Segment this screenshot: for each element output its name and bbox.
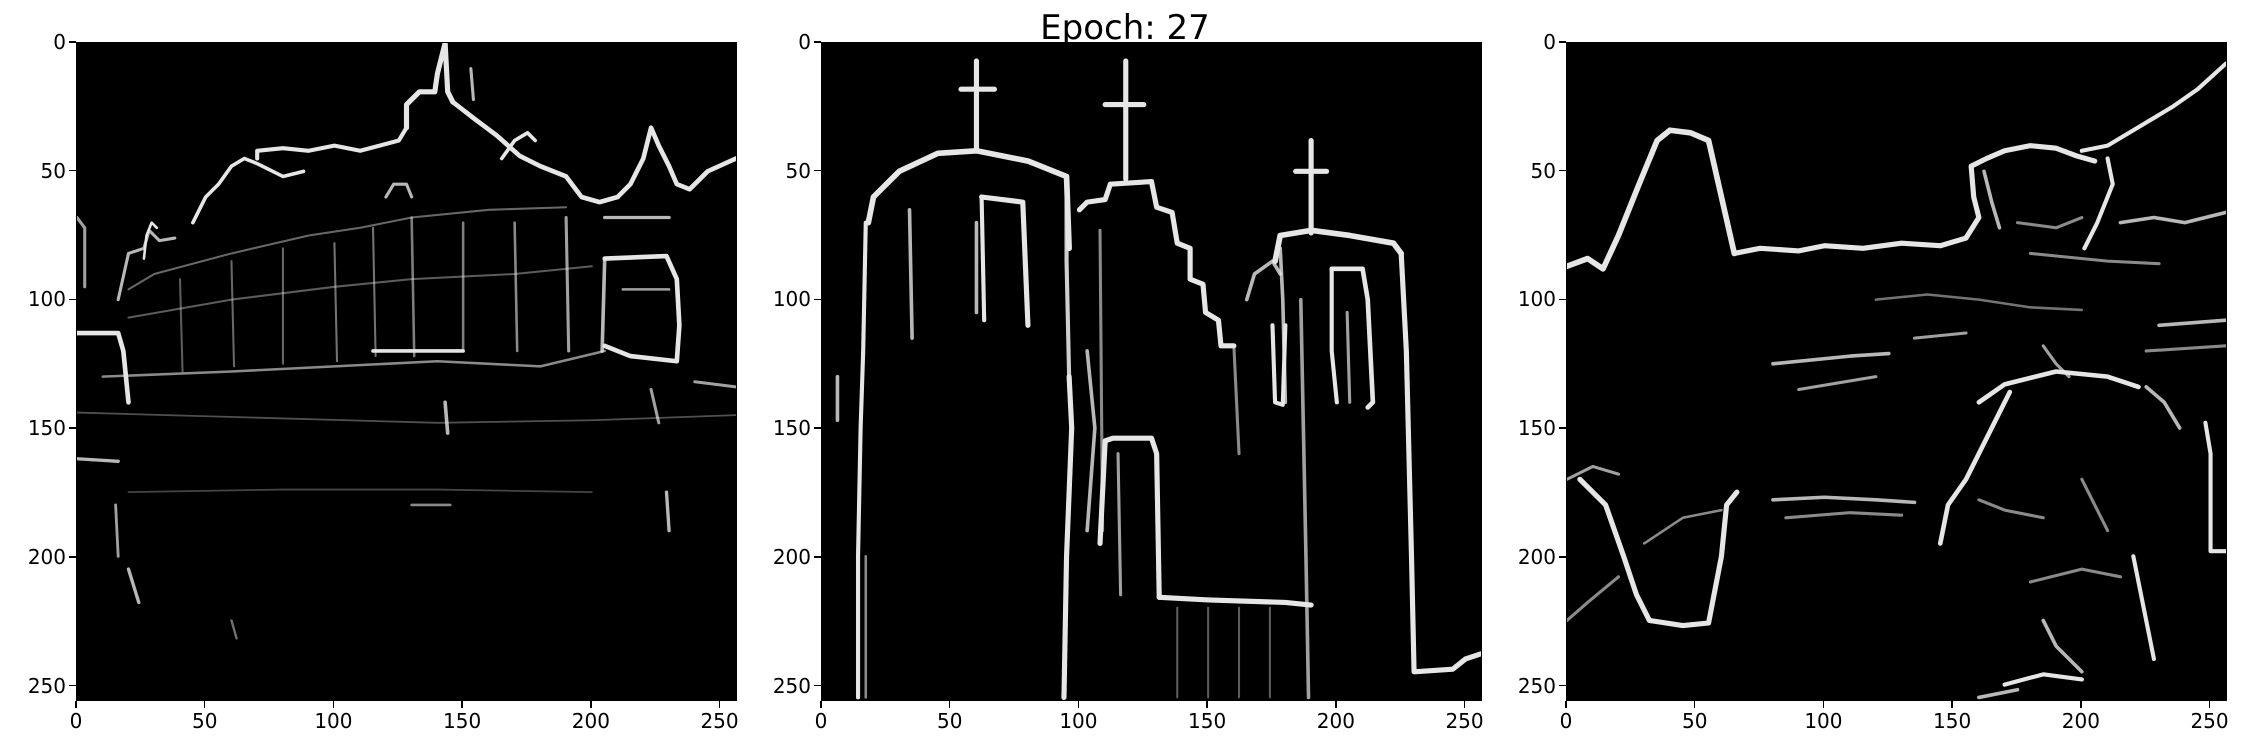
x-tick-mark <box>820 701 822 708</box>
x-tick-mark <box>948 701 951 708</box>
x-tick-mark <box>1951 701 1953 708</box>
x-tick-label: 150 <box>443 709 482 733</box>
x-tick-label: 50 <box>191 709 218 733</box>
x-tick-mark <box>1693 701 1696 708</box>
y-tick-label: 250 <box>772 673 811 698</box>
edge-map-church <box>835 58 1481 700</box>
x-tick-label: 100 <box>1804 709 1843 733</box>
y-tick-mark <box>69 684 76 687</box>
image-panel-2 <box>821 42 1482 701</box>
x-tick-mark <box>1565 701 1567 708</box>
y-tick-mark <box>814 556 821 558</box>
x-tick-label: 100 <box>1059 709 1098 733</box>
figure-title: Epoch: 27 <box>1040 8 1210 48</box>
y-tick-label: 100 <box>772 287 811 312</box>
x-tick-label: 0 <box>1559 709 1573 733</box>
y-tick-label: 250 <box>1517 673 1556 698</box>
y-tick-mark <box>69 41 76 43</box>
y-tick-mark <box>1559 427 1566 429</box>
x-tick-mark <box>590 701 592 708</box>
y-tick-label: 50 <box>1530 158 1556 183</box>
x-tick-label: 50 <box>1681 709 1708 733</box>
y-tick-label: 100 <box>27 287 66 312</box>
y-tick-label: 250 <box>27 673 66 698</box>
y-tick-label: 0 <box>798 30 811 54</box>
x-tick-mark <box>203 701 206 708</box>
x-tick-mark <box>2080 701 2082 708</box>
y-tick-mark <box>69 556 76 558</box>
y-tick-label: 200 <box>772 544 811 569</box>
x-tick-label: 150 <box>1188 709 1227 733</box>
x-tick-mark <box>1077 701 1080 708</box>
y-tick-label: 150 <box>1517 416 1556 441</box>
image-panel-3 <box>1566 42 2227 701</box>
x-tick-label: 50 <box>936 709 963 733</box>
x-tick-label: 250 <box>1445 709 1484 733</box>
y-tick-mark <box>814 684 821 687</box>
y-tick-mark <box>69 169 76 172</box>
y-tick-mark <box>1559 556 1566 558</box>
x-tick-label: 0 <box>814 709 828 733</box>
x-tick-mark <box>332 701 335 708</box>
y-tick-mark <box>814 169 821 172</box>
x-tick-mark <box>1822 701 1825 708</box>
y-tick-label: 200 <box>1517 544 1556 569</box>
x-tick-mark <box>1335 701 1337 708</box>
y-tick-label: 150 <box>27 416 66 441</box>
y-tick-mark <box>1559 41 1566 43</box>
x-tick-label: 150 <box>1933 709 1972 733</box>
y-tick-label: 200 <box>27 544 66 569</box>
x-tick-label: 250 <box>700 709 739 733</box>
image-panel-1 <box>76 42 737 701</box>
y-tick-label: 50 <box>785 158 811 183</box>
y-tick-mark <box>1559 298 1566 301</box>
y-tick-mark <box>1559 684 1566 687</box>
x-tick-label: 100 <box>314 709 353 733</box>
x-tick-label: 0 <box>69 709 83 733</box>
x-tick-mark <box>1463 701 1466 708</box>
y-tick-label: 0 <box>53 30 66 54</box>
y-tick-mark <box>69 427 76 429</box>
x-tick-mark <box>2208 701 2211 708</box>
edge-map-building <box>77 43 736 640</box>
x-tick-mark <box>461 701 463 708</box>
x-tick-label: 200 <box>2061 709 2100 733</box>
y-tick-mark <box>69 298 76 301</box>
y-tick-label: 50 <box>40 158 66 183</box>
y-tick-label: 0 <box>1543 30 1556 54</box>
x-tick-mark <box>75 701 77 708</box>
y-tick-mark <box>814 427 821 429</box>
edge-map-landscape <box>1567 61 2226 700</box>
y-tick-label: 100 <box>1517 287 1556 312</box>
x-tick-label: 200 <box>1316 709 1355 733</box>
y-tick-label: 150 <box>772 416 811 441</box>
x-tick-label: 250 <box>2190 709 2229 733</box>
y-tick-mark <box>814 298 821 301</box>
x-tick-label: 200 <box>571 709 610 733</box>
x-tick-mark <box>718 701 721 708</box>
y-tick-mark <box>1559 169 1566 172</box>
y-tick-mark <box>814 41 821 43</box>
x-tick-mark <box>1206 701 1208 708</box>
